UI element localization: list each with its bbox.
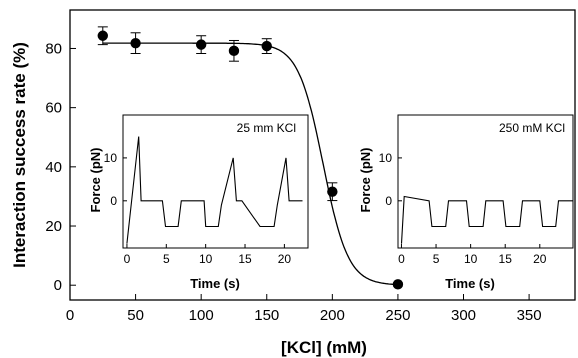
data-point [130, 37, 141, 49]
data-point [228, 45, 240, 57]
inset-250mm: 250 mM KCl 0 5 10 15 20 0 10 Time (s) Force (… [358, 112, 574, 291]
main-x-axis-label: [KCl] (mM) [281, 338, 367, 357]
y-tick-label: 80 [45, 40, 62, 57]
y-tick-label: 0 [54, 277, 62, 294]
main-y-ticks: 0 20 40 60 80 [45, 40, 76, 294]
y-tick-label: 20 [45, 218, 62, 235]
inset-1-y-axis-label: Force (pN) [88, 148, 103, 213]
data-point [97, 30, 108, 41]
inset-2-x-ticks: 0 5 10 15 20 [398, 244, 547, 266]
x-tick-label: 100 [189, 307, 214, 324]
inset-y-tick-label: 0 [385, 194, 392, 208]
inset-1-title: 25 mm KCl [237, 121, 296, 135]
inset-x-tick-label: 5 [163, 252, 170, 266]
main-y-axis-label: Interaction success rate (%) [10, 42, 29, 268]
data-point [195, 39, 207, 50]
inset-1-y-ticks: 0 10 [104, 151, 127, 208]
x-tick-label: 150 [254, 307, 279, 324]
main-x-ticks: 0 50 100 150 200 250 300 350 [66, 294, 542, 324]
inset-y-tick-label: 0 [110, 194, 117, 208]
inset-x-tick-label: 15 [238, 252, 252, 266]
inset-1-background [120, 112, 310, 252]
inset-1-x-ticks: 0 5 10 15 20 [124, 244, 292, 266]
inset-2-frame [397, 114, 574, 249]
inset-x-tick-label: 5 [433, 252, 440, 266]
inset-2-x-axis-label: Time (s) [445, 276, 495, 291]
x-tick-label: 250 [385, 307, 410, 324]
inset-2-background [394, 112, 574, 252]
data-points [97, 26, 404, 290]
y-tick-label: 60 [45, 100, 62, 117]
data-point [327, 186, 338, 197]
inset-x-tick-label: 10 [199, 252, 213, 266]
x-tick-label: 350 [517, 307, 542, 324]
inset-x-tick-label: 10 [464, 252, 478, 266]
inset-2-y-ticks: 0 10 [379, 151, 402, 208]
inset-x-tick-label: 0 [398, 252, 405, 266]
inset-y-tick-label: 10 [379, 151, 393, 165]
inset-1-x-axis-label: Time (s) [190, 276, 240, 291]
data-point [392, 279, 404, 290]
inset-2-y-axis-label: Force (pN) [358, 148, 373, 213]
main-plot-frame [69, 9, 576, 301]
inset-1-force-trace [126, 136, 303, 244]
y-tick-label: 40 [45, 159, 62, 176]
inset-x-tick-label: 15 [499, 252, 513, 266]
inset-x-tick-label: 20 [278, 252, 292, 266]
x-tick-label: 300 [451, 307, 476, 324]
fit-curve [102, 42, 398, 286]
inset-1-frame [122, 114, 309, 249]
inset-x-tick-label: 20 [533, 252, 547, 266]
x-tick-label: 200 [320, 307, 345, 324]
x-tick-label: 0 [66, 307, 74, 324]
x-tick-label: 50 [127, 307, 144, 324]
inset-y-tick-label: 10 [104, 151, 118, 165]
inset-2-force-trace [400, 195, 573, 244]
inset-25mm: 25 mm KCl 0 5 10 15 20 0 10 Time (s) Force (p… [88, 112, 310, 291]
data-point [261, 40, 272, 52]
inset-2-title: 250 mM KCl [499, 121, 565, 135]
inset-x-tick-label: 0 [124, 252, 131, 266]
